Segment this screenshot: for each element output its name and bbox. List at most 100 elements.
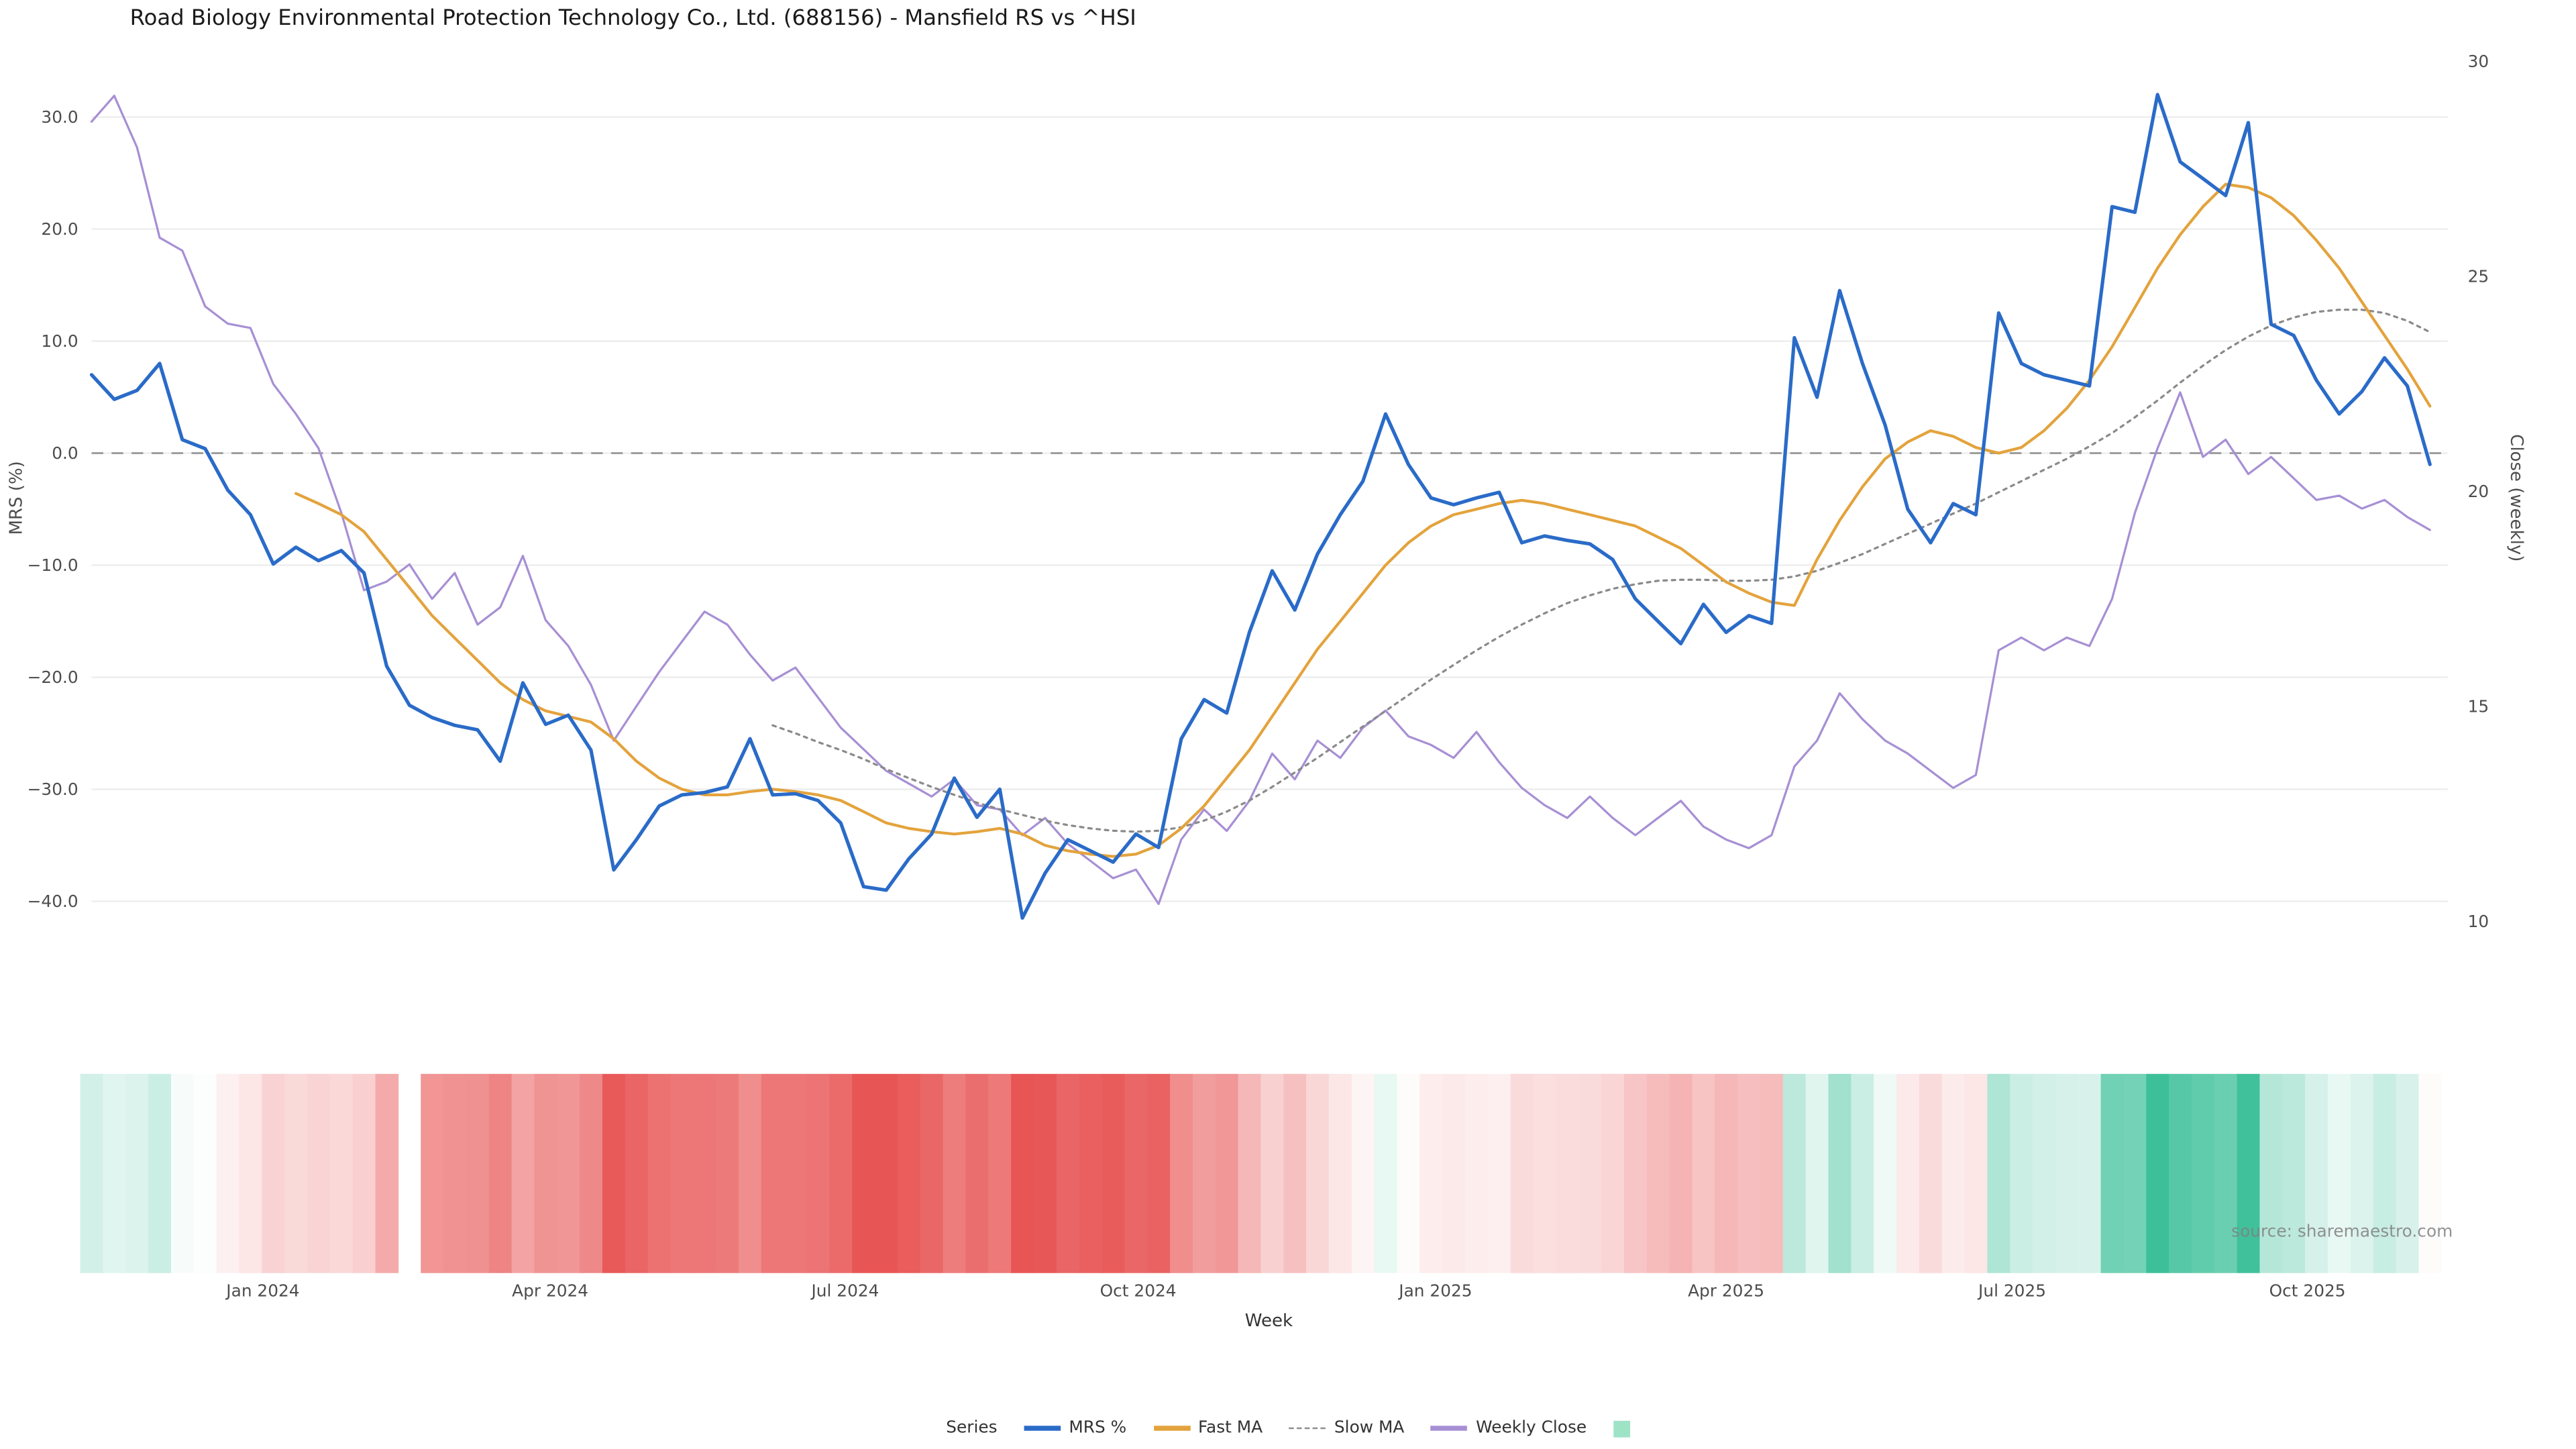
x-tick-label: Apr 2024 bbox=[512, 1281, 588, 1300]
heatmap-cell bbox=[148, 1073, 172, 1273]
slow-ma-line bbox=[771, 309, 2431, 833]
heatmap-cell bbox=[2282, 1073, 2306, 1273]
heatmap-cell bbox=[557, 1073, 580, 1273]
y-left-tick-label: −10.0 bbox=[28, 555, 78, 575]
heatmap-cell bbox=[965, 1073, 989, 1273]
heatmap-cell bbox=[1238, 1073, 1262, 1273]
heatmap-cell bbox=[1465, 1073, 1489, 1273]
heatmap-cell bbox=[1306, 1073, 1330, 1273]
heatmap-cell bbox=[852, 1073, 875, 1273]
heatmap-cell bbox=[2123, 1073, 2147, 1273]
heatmap-cell bbox=[239, 1073, 263, 1273]
heatmap-cell bbox=[2078, 1073, 2102, 1273]
heatmap-cell bbox=[443, 1073, 467, 1273]
heatmap-cell bbox=[1737, 1073, 1761, 1273]
heatmap-cell bbox=[1646, 1073, 1670, 1273]
heatmap-cell bbox=[125, 1073, 149, 1273]
heatmap-cell bbox=[2100, 1073, 2125, 1273]
grid-lines bbox=[91, 116, 2448, 902]
heatmap-cell bbox=[1556, 1073, 1579, 1273]
heatmap-cell bbox=[1623, 1073, 1648, 1273]
heatmap-cell bbox=[875, 1073, 898, 1273]
heatmap-cell bbox=[170, 1073, 195, 1273]
heatmap-cell bbox=[1805, 1073, 1829, 1273]
y-left-tick-label: 10.0 bbox=[41, 331, 78, 351]
heatmap-cell bbox=[2328, 1073, 2351, 1273]
heatmap-cell bbox=[1851, 1073, 1874, 1273]
y-left-tick-label: 30.0 bbox=[41, 107, 78, 127]
heatmap-cell bbox=[1442, 1073, 1466, 1273]
legend-item-slow-ma: Slow MA bbox=[1289, 1419, 1404, 1438]
heatmap-cell bbox=[761, 1073, 785, 1273]
heatmap-cell bbox=[1601, 1073, 1625, 1273]
heatmap-cell bbox=[1533, 1073, 1557, 1273]
heatmap-cell bbox=[1102, 1073, 1126, 1273]
heatmap-cell bbox=[1147, 1073, 1171, 1273]
heatmap-cell bbox=[2214, 1073, 2238, 1273]
legend-item-mrs: MRS % bbox=[1024, 1419, 1126, 1438]
heatmap-cell bbox=[352, 1073, 376, 1273]
x-tick-label: Oct 2024 bbox=[1100, 1281, 1177, 1300]
legend-item-fast-ma: Fast MA bbox=[1152, 1419, 1263, 1438]
heatmap-cell bbox=[1896, 1073, 1920, 1273]
heatmap-cell bbox=[1283, 1073, 1307, 1273]
heatmap-cell bbox=[2305, 1073, 2328, 1273]
weekly-close-line bbox=[90, 95, 2431, 906]
heatmap-cell bbox=[80, 1073, 104, 1273]
heatmap-cell bbox=[1760, 1073, 1784, 1273]
heatmap-cell bbox=[103, 1073, 127, 1273]
heatmap-cell bbox=[1215, 1073, 1239, 1273]
heatmap-cell bbox=[534, 1073, 558, 1273]
mrs-line bbox=[89, 93, 2432, 920]
heatmap-cell bbox=[1397, 1073, 1421, 1273]
x-tick-label: Jul 2025 bbox=[1977, 1281, 2046, 1300]
y-axis-right-label: Close (weekly) bbox=[2506, 434, 2526, 562]
heatmap-cell bbox=[2396, 1073, 2420, 1273]
y-left-tick-label: −30.0 bbox=[28, 780, 78, 799]
heatmap-cell bbox=[2010, 1073, 2033, 1273]
heatmap-cell bbox=[1260, 1073, 1284, 1273]
x-tick-label: Jan 2024 bbox=[225, 1281, 299, 1300]
y-right-tick-label: 25 bbox=[2468, 267, 2489, 286]
fast-ma-line bbox=[294, 182, 2432, 858]
heatmap-cell bbox=[488, 1073, 513, 1273]
heatmap-cell bbox=[2033, 1073, 2056, 1273]
heatmap-cell bbox=[625, 1073, 649, 1273]
heatmap-cell bbox=[1079, 1073, 1103, 1273]
legend-label: Weekly Close bbox=[1476, 1419, 1587, 1438]
heatmap-cell bbox=[1487, 1073, 1511, 1273]
heatmap-cell bbox=[1170, 1073, 1193, 1273]
heatmap-cell bbox=[1192, 1073, 1216, 1273]
heatmap-cell bbox=[1782, 1073, 1807, 1273]
heatmap-cell bbox=[2350, 1073, 2374, 1273]
heatmap-cell bbox=[1056, 1073, 1080, 1273]
heatmap-cell bbox=[1374, 1073, 1398, 1273]
heatmap-cell bbox=[466, 1073, 490, 1273]
heatmap-cell bbox=[2418, 1073, 2442, 1273]
source-watermark: source: sharemaestro.com bbox=[2231, 1223, 2453, 1242]
heatmap-cell bbox=[1011, 1073, 1034, 1273]
heatmap-cell bbox=[329, 1073, 354, 1273]
heatmap-cell bbox=[920, 1073, 944, 1273]
y-left-tick-label: 20.0 bbox=[41, 219, 78, 239]
heatmap-legend-swatch bbox=[1613, 1419, 1630, 1437]
y-left-tick-label: −40.0 bbox=[28, 892, 78, 911]
legend-items: MRS % Fast MA Slow MA Weekly Close bbox=[1024, 1419, 1630, 1438]
heatmap-cell bbox=[1964, 1073, 1988, 1273]
slow-ma-swatch bbox=[1289, 1427, 1326, 1430]
heatmap-cell bbox=[2055, 1073, 2079, 1273]
y-right-tick-label: 15 bbox=[2468, 696, 2489, 716]
y-right-tick-label: 30 bbox=[2468, 52, 2489, 71]
heatmap-cell bbox=[1874, 1073, 1897, 1273]
heatmap-cell bbox=[988, 1073, 1012, 1273]
heatmap-cell bbox=[1715, 1073, 1738, 1273]
heatmap-cell bbox=[284, 1073, 308, 1273]
heatmap-cell bbox=[1033, 1073, 1057, 1273]
heatmap-cell bbox=[193, 1073, 217, 1273]
heatmap-cell bbox=[307, 1073, 331, 1273]
heatmap-cell bbox=[602, 1073, 626, 1273]
heatmap-cell bbox=[1419, 1073, 1443, 1273]
heatmap-cell bbox=[2373, 1073, 2397, 1273]
